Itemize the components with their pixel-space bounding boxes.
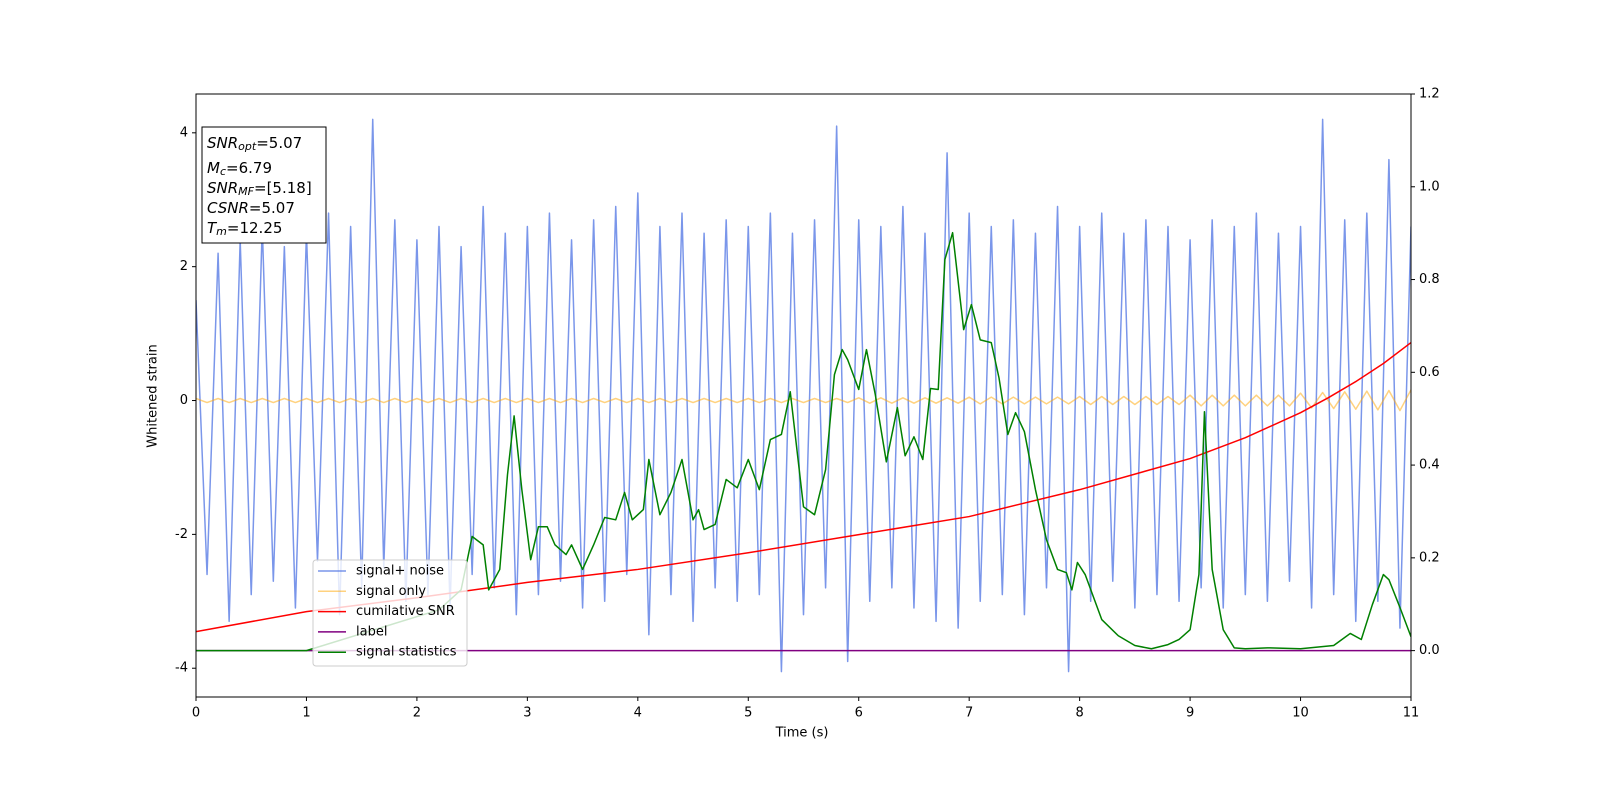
- y-tick-label: 4: [180, 125, 188, 140]
- annotation-value: =[5.18]: [254, 179, 312, 197]
- annotation-value: =6.79: [226, 159, 272, 177]
- annotation-subscript: m: [216, 225, 227, 238]
- plot-frame: [195, 93, 1412, 698]
- y2-tick-label: 1.0: [1419, 179, 1440, 194]
- y2-tick-label: 0.0: [1419, 643, 1440, 658]
- annotation-symbol: M: [207, 159, 220, 177]
- annotation-symbol: T: [207, 219, 218, 237]
- annotation: SNRopt=5.07: [207, 134, 302, 154]
- annotation-value: =12.25: [227, 219, 283, 237]
- y2-tick-label: 0.6: [1419, 365, 1440, 380]
- annotation-symbol: SNR: [207, 179, 238, 197]
- legend-label: signal+ noise: [356, 564, 444, 579]
- y2-tick-label: 1.2: [1419, 87, 1440, 102]
- x-tick-label: 4: [634, 706, 642, 721]
- annotation: Tm=12.25: [207, 219, 282, 239]
- annotation-frame: [201, 126, 327, 244]
- y2-tick-label: 0.8: [1419, 272, 1440, 287]
- series-line: [196, 389, 1411, 412]
- x-tick-label: 6: [855, 706, 863, 721]
- annotation-value: =5.07: [256, 134, 302, 152]
- annotation-box: SNRopt=5.07Mc=6.79SNRMF=[5.18]CSNR=5.07T…: [201, 126, 327, 244]
- annotation-subscript: opt: [238, 140, 257, 153]
- y-axis-label: Whitened strain: [146, 344, 161, 447]
- y-tick-label: -4: [175, 661, 188, 676]
- annotation-symbol: SNR: [207, 134, 238, 152]
- x-tick-label: 5: [744, 706, 752, 721]
- legend: signal+ noise signal only cumilative SNR la…: [312, 559, 468, 667]
- x-tick-label: 7: [965, 706, 973, 721]
- legend-label: signal statistics: [356, 645, 457, 660]
- x-tick-label: 3: [523, 706, 531, 721]
- annotation-symbol: CSNR: [207, 199, 249, 217]
- annotation-subscript: MF: [238, 185, 254, 198]
- y-tick-label: 0: [180, 393, 188, 408]
- y-tick-label: 2: [180, 259, 188, 274]
- legend-frame: [312, 559, 468, 667]
- y2-tick-label: 0.2: [1419, 550, 1440, 565]
- annotation-subscript: c: [220, 165, 226, 178]
- annotation: Mc=6.79: [207, 159, 272, 179]
- x-tick-label: 11: [1403, 706, 1420, 721]
- x-tick-label: 8: [1075, 706, 1083, 721]
- series-line: [196, 231, 1411, 652]
- x-tick-label: 0: [192, 706, 200, 721]
- legend-label: label: [356, 624, 387, 639]
- x-axis-label: Time (s): [775, 726, 829, 741]
- y-tick-label: -2: [175, 527, 188, 542]
- x-tick-label: 9: [1186, 706, 1194, 721]
- x-tick-label: 2: [413, 706, 421, 721]
- series-line: [196, 342, 1411, 633]
- y2-tick-label: 0.4: [1419, 458, 1440, 473]
- series-line: [196, 118, 1411, 673]
- legend-label: signal only: [356, 584, 426, 599]
- x-tick-label: 10: [1292, 706, 1309, 721]
- x-tick-label: 1: [302, 706, 310, 721]
- annotation-value: =5.07: [249, 199, 295, 217]
- annotation: CSNR=5.07: [207, 199, 295, 217]
- annotation: SNRMF=[5.18]: [207, 179, 312, 199]
- legend-label: cumilative SNR: [356, 604, 455, 619]
